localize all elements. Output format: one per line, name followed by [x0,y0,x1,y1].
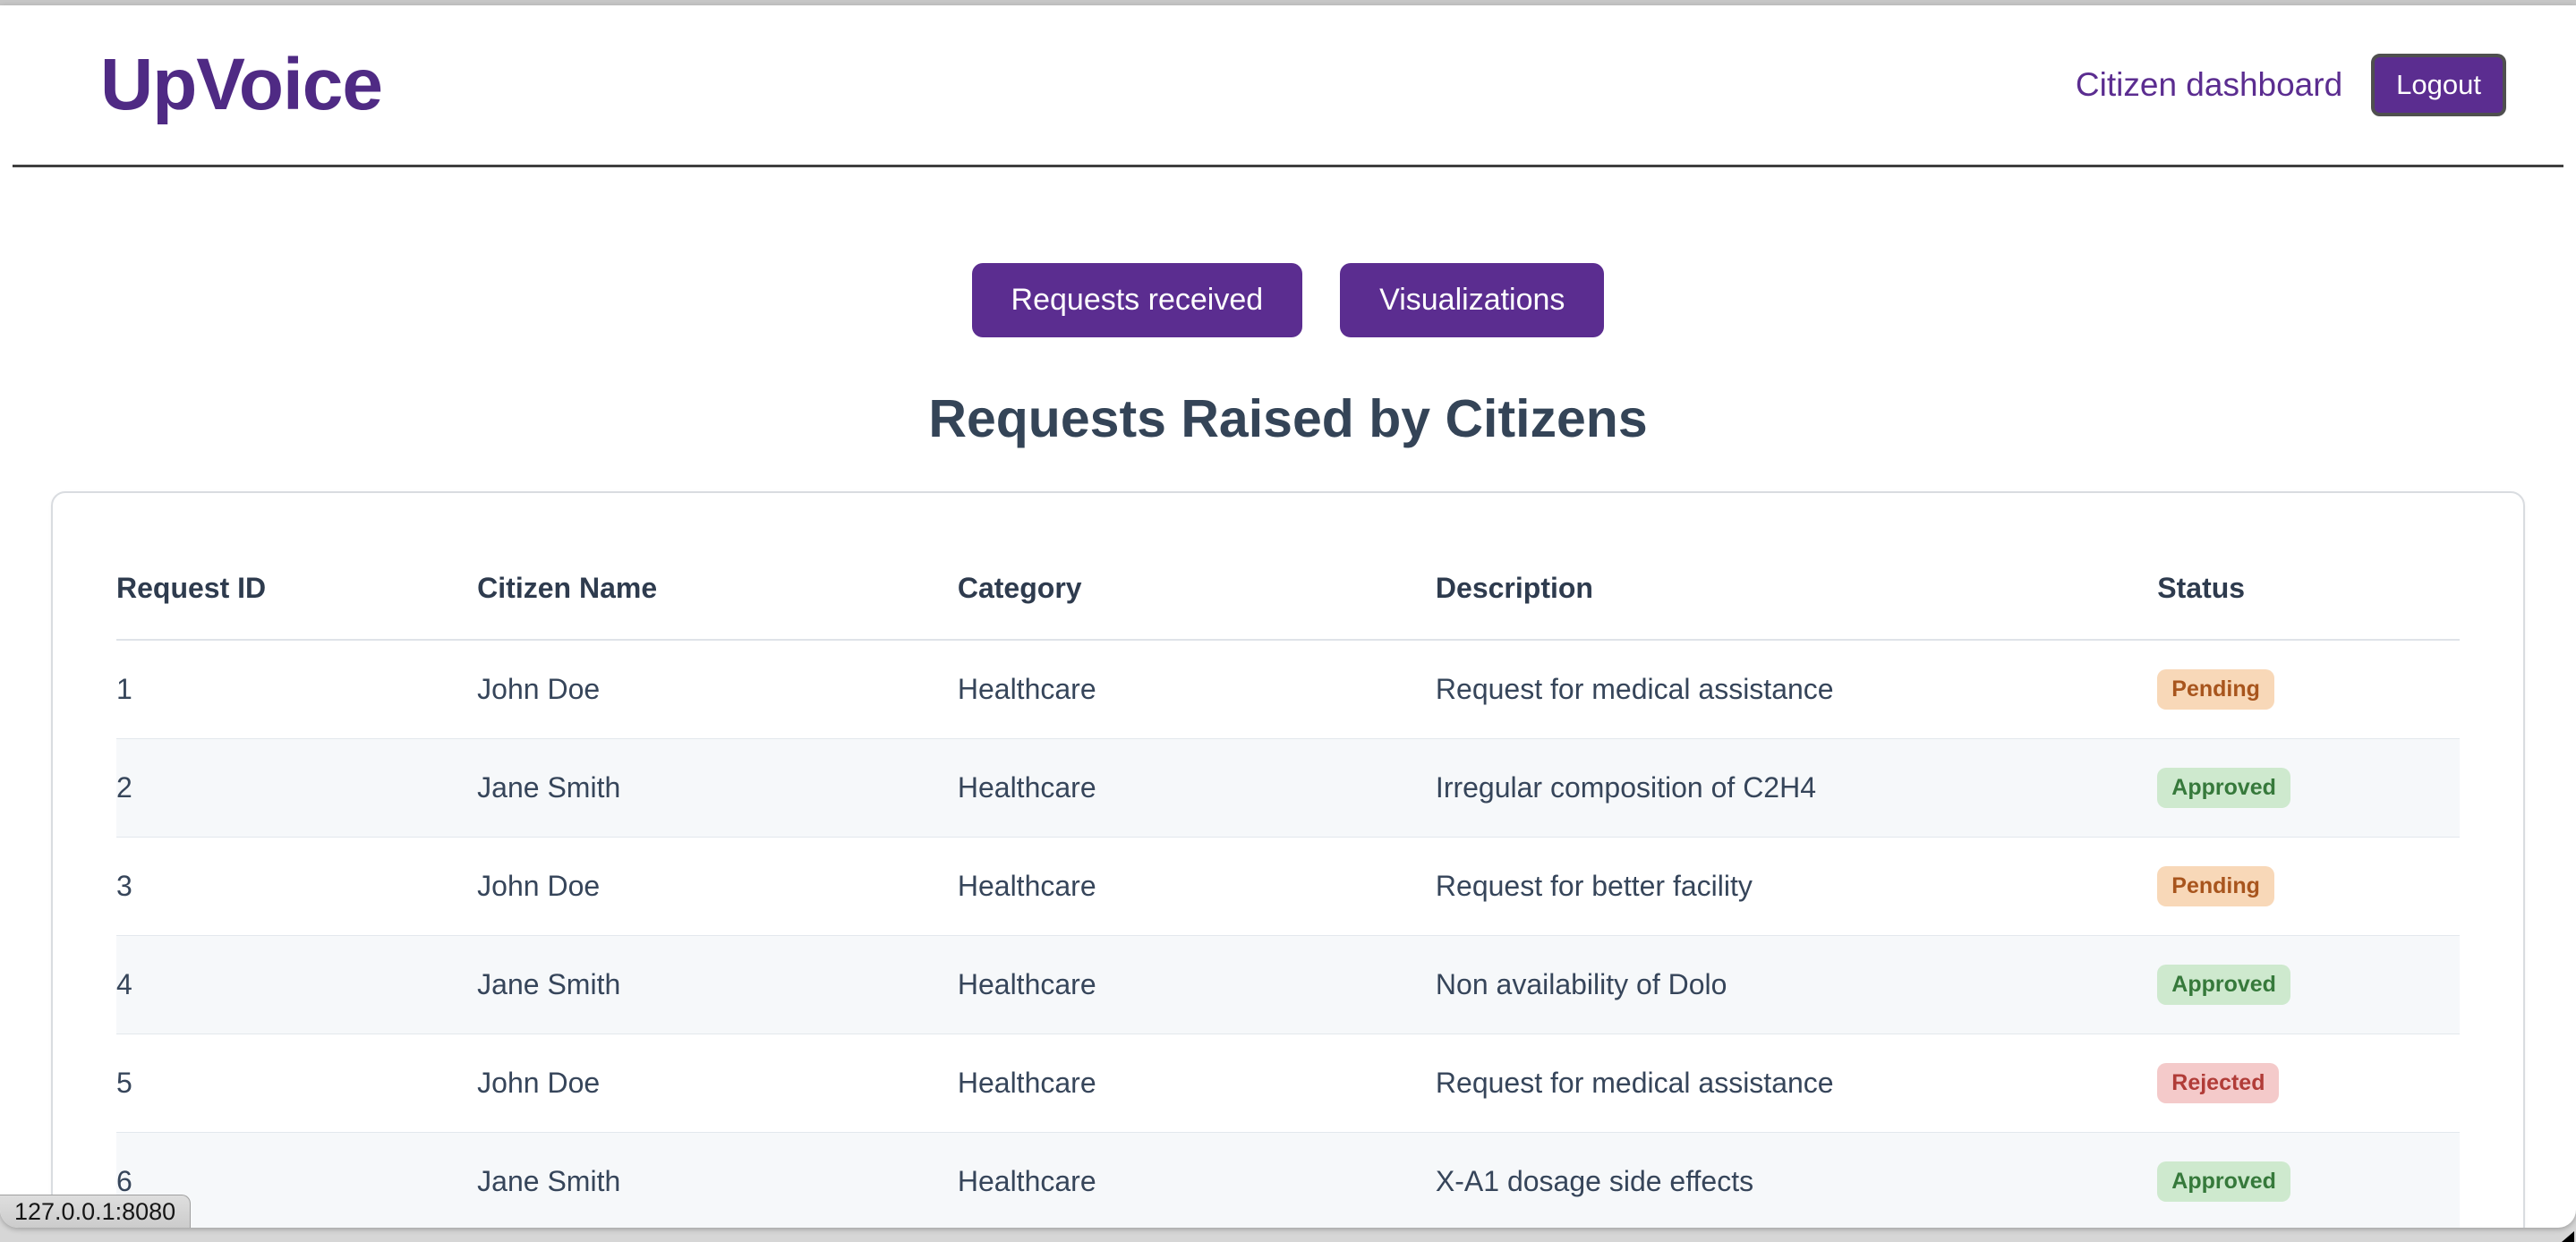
cell-citizen-name: John Doe [477,837,958,936]
table-row[interactable]: 4 Jane Smith Healthcare Non availability… [116,935,2460,1034]
cell-status: Pending [2157,837,2460,936]
status-badge: Pending [2157,866,2274,906]
cell-category: Healthcare [957,640,1436,739]
status-badge: Approved [2157,768,2290,808]
cell-description: Request for medical assistance [1435,1034,2158,1133]
mouse-cursor [2562,1231,2574,1242]
header-divider [13,165,2563,167]
cell-request-id: 4 [116,935,478,1034]
col-header-request-id: Request ID [116,493,478,641]
cell-category: Healthcare [957,935,1436,1034]
browser-status-tooltip: 127.0.0.1:8080 [0,1195,192,1228]
cell-citizen-name: John Doe [477,1034,958,1133]
col-header-citizen-name: Citizen Name [477,493,958,641]
tab-requests-received[interactable]: Requests received [971,263,1303,337]
logout-button[interactable]: Logout [2371,54,2506,116]
cell-request-id: 2 [116,738,478,838]
page-title: Requests Raised by Citizens [928,389,1648,448]
cell-status: Approved [2157,1132,2460,1228]
cell-citizen-name: Jane Smith [477,935,958,1034]
cell-description: X-A1 dosage side effects [1435,1132,2158,1228]
browser-window: UpVoice Citizen dashboard Logout Request… [0,5,2576,1228]
status-badge: Approved [2157,1161,2290,1202]
table-body: 1 John Doe Healthcare Request for medica… [116,640,2460,1228]
table-row[interactable]: 3 John Doe Healthcare Request for better… [116,837,2460,936]
status-badge: Rejected [2157,1063,2280,1103]
col-header-category: Category [957,493,1436,641]
cell-description: Non availability of Dolo [1435,935,2158,1034]
cell-citizen-name: John Doe [477,640,958,739]
tab-visualizations[interactable]: Visualizations [1340,263,1605,337]
header-nav: Citizen dashboard Logout [2076,54,2506,116]
cell-category: Healthcare [957,837,1436,936]
requests-table: Request ID Citizen Name Category Descrip… [116,493,2460,1228]
col-header-description: Description [1435,493,2158,641]
cell-category: Healthcare [957,1034,1436,1133]
citizen-dashboard-link[interactable]: Citizen dashboard [2075,66,2343,103]
status-badge: Pending [2157,669,2274,710]
table-header-row: Request ID Citizen Name Category Descrip… [116,493,2460,641]
table-row[interactable]: 1 John Doe Healthcare Request for medica… [116,640,2460,739]
table-row[interactable]: 5 John Doe Healthcare Request for medica… [116,1034,2460,1133]
table-row[interactable]: 6 Jane Smith Healthcare X-A1 dosage side… [116,1132,2460,1228]
cell-citizen-name: Jane Smith [477,1132,958,1228]
cell-category: Healthcare [957,738,1436,838]
cell-description: Request for medical assistance [1435,640,2158,739]
cell-status: Approved [2157,935,2460,1034]
cell-request-id: 3 [116,837,478,936]
cell-description: Request for better facility [1435,837,2158,936]
cell-citizen-name: Jane Smith [477,738,958,838]
cell-request-id: 1 [116,640,478,739]
requests-table-card: Request ID Citizen Name Category Descrip… [51,491,2525,1228]
cell-category: Healthcare [957,1132,1436,1228]
cell-status: Rejected [2157,1034,2460,1133]
desktop-edge-top [0,0,2576,5]
cell-description: Irregular composition of C2H4 [1435,738,2158,838]
cell-status: Pending [2157,640,2460,739]
tab-row: Requests received Visualizations [0,263,2576,337]
app-logo: UpVoice [100,44,383,125]
cell-status: Approved [2157,738,2460,838]
col-header-status: Status [2157,493,2460,641]
cell-request-id: 5 [116,1034,478,1133]
app-header: UpVoice Citizen dashboard Logout [0,5,2576,165]
table-row[interactable]: 2 Jane Smith Healthcare Irregular compos… [116,738,2460,838]
status-badge: Approved [2157,965,2290,1005]
